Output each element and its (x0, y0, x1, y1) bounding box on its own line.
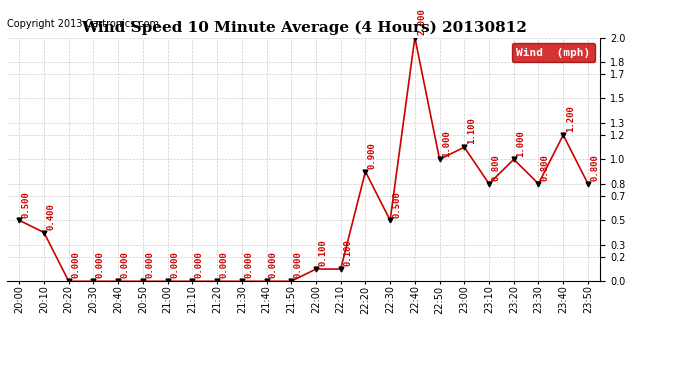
Text: 0.000: 0.000 (121, 252, 130, 279)
Text: 1.100: 1.100 (466, 117, 476, 144)
Text: 0.100: 0.100 (343, 239, 352, 266)
Text: 0.000: 0.000 (96, 252, 105, 279)
Text: 0.800: 0.800 (591, 154, 600, 181)
Text: 2.000: 2.000 (417, 8, 426, 35)
Text: 0.800: 0.800 (491, 154, 500, 181)
Text: 0.000: 0.000 (195, 252, 204, 279)
Text: 0.800: 0.800 (541, 154, 550, 181)
Text: 0.100: 0.100 (318, 239, 328, 266)
Text: 1.000: 1.000 (442, 130, 451, 157)
Legend: Wind  (mph): Wind (mph) (511, 43, 595, 62)
Text: 0.400: 0.400 (46, 203, 55, 230)
Text: 0.000: 0.000 (294, 252, 303, 279)
Text: 0.000: 0.000 (244, 252, 253, 279)
Text: 0.500: 0.500 (393, 190, 402, 217)
Text: 1.200: 1.200 (566, 105, 575, 132)
Text: 0.000: 0.000 (146, 252, 155, 279)
Text: 0.000: 0.000 (269, 252, 278, 279)
Text: 0.000: 0.000 (170, 252, 179, 279)
Text: 0.900: 0.900 (368, 142, 377, 169)
Text: Copyright 2013 Cartronics.com: Copyright 2013 Cartronics.com (7, 19, 159, 29)
Title: Wind Speed 10 Minute Average (4 Hours) 20130812: Wind Speed 10 Minute Average (4 Hours) 2… (81, 21, 526, 35)
Text: 0.000: 0.000 (219, 252, 228, 279)
Text: 0.000: 0.000 (71, 252, 80, 279)
Text: 0.500: 0.500 (21, 190, 31, 217)
Text: 1.000: 1.000 (516, 130, 525, 157)
